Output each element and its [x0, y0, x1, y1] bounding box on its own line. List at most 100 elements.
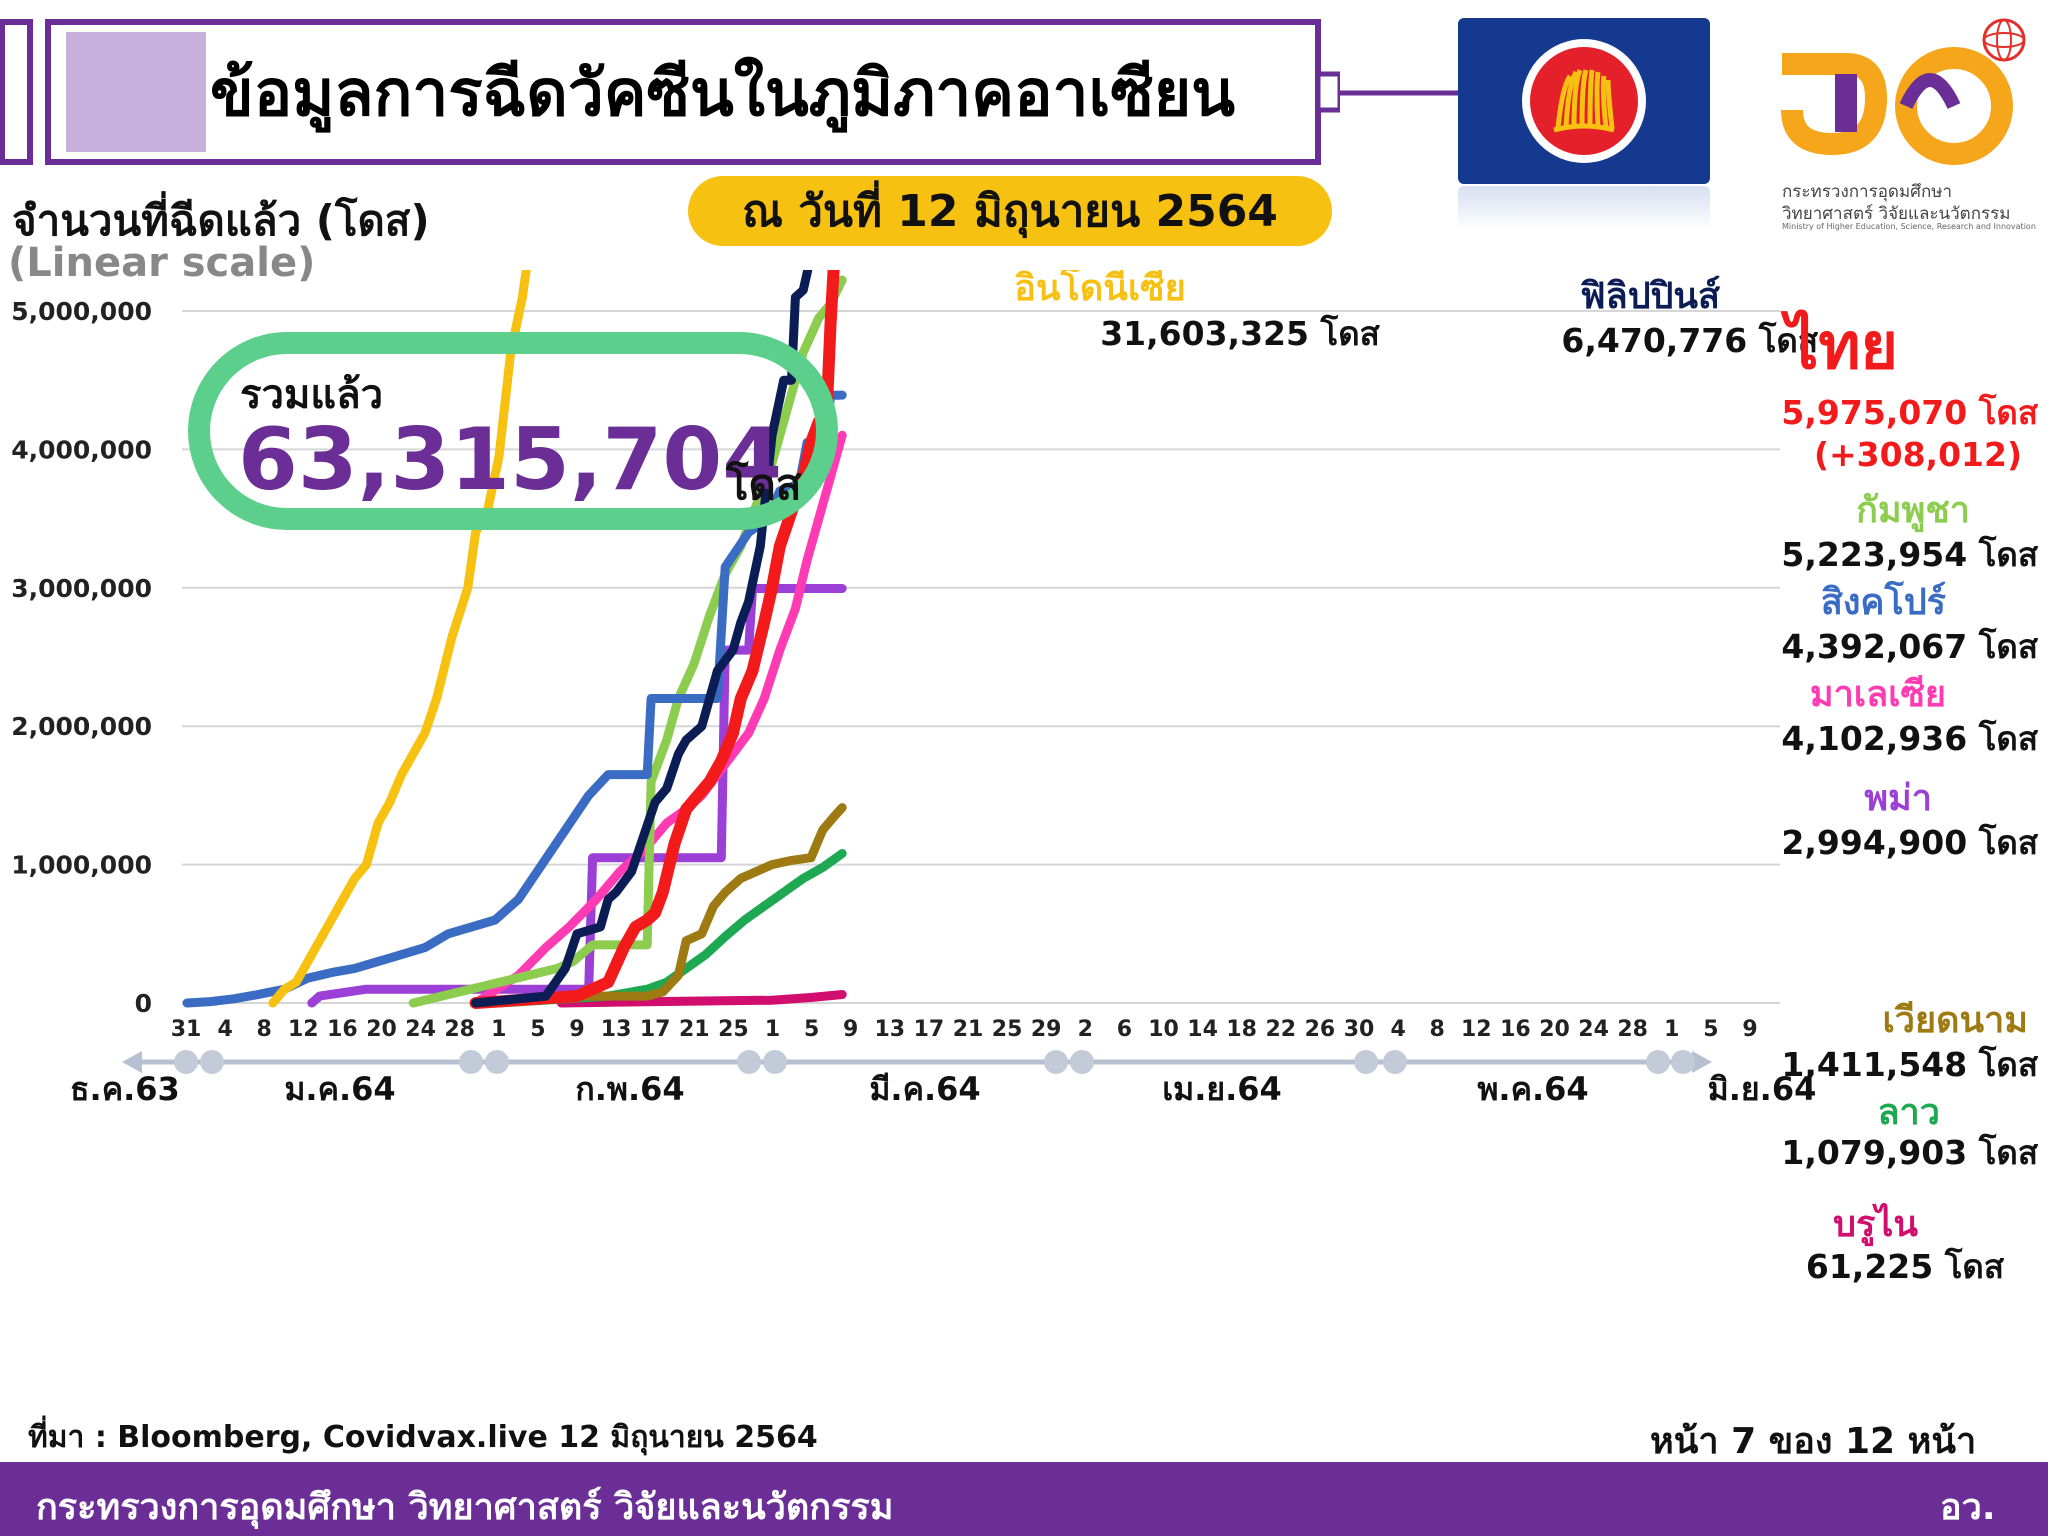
x-tick-label: 20 — [366, 1017, 397, 1042]
x-tick-label: 8 — [1430, 1017, 1445, 1042]
series-value-label: 1,411,548 โดส — [1781, 1045, 2038, 1084]
x-tick-label: 13 — [874, 1017, 905, 1042]
x-tick-label: 28 — [444, 1017, 475, 1042]
series-value-label: 4,392,067 โดส — [1781, 627, 2038, 666]
x-tick-label: 6 — [1117, 1017, 1132, 1042]
x-tick-label: 4 — [1390, 1017, 1405, 1042]
x-tick-label: 14 — [1187, 1017, 1218, 1042]
series-line — [268, 270, 531, 1008]
x-tick-label: 1 — [765, 1017, 780, 1042]
x-tick-label: 10 — [1148, 1017, 1179, 1042]
series-line — [307, 584, 847, 1008]
x-tick-label: 22 — [1265, 1017, 1296, 1042]
date-badge: ณ วันที่ 12 มิถุนายน 2564 — [688, 176, 1332, 246]
month-divider-dot — [1646, 1050, 1670, 1074]
series-value-label: 2,994,900 โดส — [1781, 823, 2038, 862]
series-name-label: เวียดนาม — [1882, 1000, 2028, 1041]
ministry-name-th: กระทรวงการอุดมศึกษา — [1782, 182, 1952, 202]
month-divider-dot — [200, 1050, 224, 1074]
month-label: มิ.ย.64 — [1708, 1070, 1817, 1108]
page-number: หน้า 7 ของ 12 หน้า — [1650, 1421, 1977, 1462]
series-name-label: พม่า — [1864, 778, 1932, 819]
axis-arrow-left-icon — [122, 1051, 142, 1073]
series-value-label: 6,470,776 โดส — [1561, 321, 1818, 360]
footer-ministry-name: กระทรวงการอุดมศึกษา วิทยาศาสตร์ วิจัยและ… — [36, 1487, 894, 1528]
source-note: ที่มา : Bloomberg, Covidvax.live 12 มิถุ… — [28, 1420, 818, 1455]
y-tick-label: 0 — [135, 989, 152, 1018]
month-divider-dot — [1354, 1050, 1378, 1074]
series-value-label: 5,223,954 โดส — [1781, 535, 2038, 574]
month-divider-dot — [485, 1050, 509, 1074]
x-tick-label: 5 — [530, 1017, 545, 1042]
footer-bar — [0, 1462, 2048, 1536]
month-divider-dot — [1671, 1050, 1695, 1074]
y-tick-label: 1,000,000 — [11, 851, 152, 880]
series-line — [471, 270, 813, 1008]
series-line — [494, 803, 847, 1008]
x-tick-label: 5 — [1703, 1017, 1718, 1042]
x-tick-label: 24 — [1578, 1017, 1609, 1042]
series-value-label: 31,603,325 โดส — [1100, 314, 1380, 353]
grid-lines — [182, 310, 1780, 1004]
x-tick-label: 24 — [405, 1017, 436, 1042]
y-scale-note: (Linear scale) — [8, 240, 316, 286]
asean-flag-icon — [1458, 18, 1710, 184]
x-tick-label: 21 — [953, 1017, 984, 1042]
x-tick-label: 9 — [1742, 1017, 1757, 1042]
y-axis-title: จำนวนที่ฉีดแล้ว (โดส) — [12, 196, 430, 245]
series-name-label: อินโดนีเซีย — [1014, 270, 1185, 309]
series-name-label: ไทย — [1780, 309, 1898, 384]
x-tick-label: 2 — [1078, 1017, 1093, 1042]
x-tick-label: 9 — [843, 1017, 858, 1042]
total-label: รวมแล้ว — [240, 372, 384, 418]
y-tick-label: 2,000,000 — [11, 712, 152, 741]
syringe-needle-line — [1340, 90, 1460, 96]
month-label: เม.ย.64 — [1162, 1070, 1282, 1108]
month-label: ธ.ค.63 — [70, 1070, 180, 1108]
x-tick-label: 13 — [601, 1017, 632, 1042]
series-lines — [182, 270, 847, 1009]
month-divider-dot — [174, 1050, 198, 1074]
x-tick-label: 20 — [1539, 1017, 1570, 1042]
month-label: ม.ค.64 — [284, 1070, 395, 1108]
x-tick-label: 30 — [1344, 1017, 1375, 1042]
x-tick-label: 29 — [1031, 1017, 1062, 1042]
month-divider-dot — [737, 1050, 761, 1074]
y-tick-label: 3,000,000 — [11, 574, 152, 603]
flag-reflection — [1458, 186, 1710, 230]
ministry-logo-icon — [1781, 18, 2026, 165]
footer-abbreviation: อว. — [1940, 1487, 1996, 1528]
series-value-label: 61,225 โดส — [1806, 1247, 2005, 1286]
x-tick-label: 9 — [569, 1017, 584, 1042]
x-tick-label: 12 — [1461, 1017, 1492, 1042]
series-name-label: ฟิลิปปินส์ — [1580, 275, 1720, 317]
ministry-name-en: Ministry of Higher Education, Science, R… — [1782, 222, 2036, 231]
x-tick-label: 28 — [1617, 1017, 1648, 1042]
series-value-label: 4,102,936 โดส — [1781, 719, 2038, 758]
month-divider-dot — [1383, 1050, 1407, 1074]
month-divider-dot — [459, 1050, 483, 1074]
series-value-label: 5,975,070 โดส — [1781, 393, 2038, 432]
series-line — [556, 990, 847, 1008]
x-tick-label: 16 — [1500, 1017, 1531, 1042]
series-line — [494, 849, 847, 1008]
series-extra-label: (+308,012) — [1814, 435, 2022, 474]
series-name-label: มาเลเซีย — [1810, 674, 1946, 715]
y-tick-label: 5,000,000 — [11, 297, 152, 326]
month-divider-dot — [1044, 1050, 1068, 1074]
x-tick-label: 8 — [257, 1017, 272, 1042]
x-tick-label: 1 — [1664, 1017, 1679, 1042]
month-divider-dot — [1070, 1050, 1094, 1074]
title-syringe-frame — [0, 19, 1340, 165]
y-tick-labels: 0 1,000,000 2,000,000 3,000,000 4,000,000 5,0… — [11, 297, 152, 1018]
x-tick-label: 18 — [1226, 1017, 1257, 1042]
x-tick-label: 1 — [491, 1017, 506, 1042]
x-tick-label: 31 — [171, 1017, 202, 1042]
x-tick-label: 12 — [288, 1017, 319, 1042]
series-end-labels: อินโดนีเซีย 31,603,325 โดส ฟิลิปปินส์ 6,470… — [1014, 270, 2039, 1286]
y-tick-label: 4,000,000 — [11, 435, 152, 464]
x-tick-label: 26 — [1305, 1017, 1336, 1042]
month-label: มี.ค.64 — [869, 1070, 980, 1108]
x-tick-label: 21 — [679, 1017, 710, 1042]
series-name-label: สิงคโปร์ — [1821, 580, 1947, 623]
